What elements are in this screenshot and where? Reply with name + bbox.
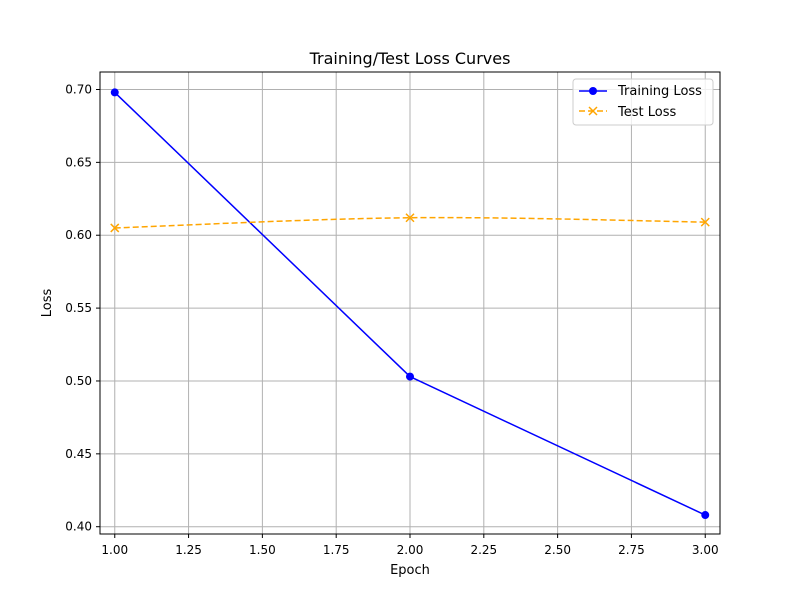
legend-box xyxy=(572,78,714,126)
test-loss-point xyxy=(700,217,710,227)
y-axis-label: Loss xyxy=(40,289,55,318)
training-loss-point xyxy=(110,88,119,97)
legend-training-loss-label: Training Loss xyxy=(617,84,702,99)
legend-training-loss-marker xyxy=(589,87,597,95)
y-axis-ticks: 0.40 0.45 0.50 0.55 0.60 0.65 0.70 xyxy=(65,82,100,534)
x-tick-label: 1.50 xyxy=(249,543,276,557)
legend-test-loss-label: Test Loss xyxy=(617,105,676,120)
x-tick-label: 2.00 xyxy=(397,543,424,557)
test-loss-point xyxy=(405,213,415,223)
y-tick-label: 0.60 xyxy=(65,228,92,242)
x-tick-label: 2.25 xyxy=(470,543,497,557)
x-tick-label: 1.75 xyxy=(323,543,350,557)
chart-title: Training/Test Loss Curves xyxy=(309,49,511,68)
y-tick-label: 0.70 xyxy=(65,82,92,96)
x-tick-label: 1.00 xyxy=(101,543,128,557)
test-loss-point xyxy=(110,223,120,233)
plot-series xyxy=(110,88,710,520)
x-tick-label: 2.50 xyxy=(544,543,571,557)
y-tick-label: 0.45 xyxy=(65,447,92,461)
x-tick-label: 2.75 xyxy=(618,543,645,557)
x-axis-ticks: 1.00 1.25 1.50 1.75 2.00 2.25 2.50 2.75 3.00 xyxy=(101,534,719,557)
legend-test-loss-marker xyxy=(588,106,598,116)
x-axis-label: Epoch xyxy=(390,563,430,578)
grid xyxy=(100,72,720,534)
y-tick-label: 0.50 xyxy=(65,374,92,388)
y-tick-label: 0.55 xyxy=(65,301,92,315)
legend: Training Loss Test Loss xyxy=(572,78,714,126)
training-loss-point xyxy=(406,372,414,381)
y-tick-label: 0.40 xyxy=(65,520,92,534)
y-tick-label: 0.65 xyxy=(65,155,92,169)
x-tick-label: 3.00 xyxy=(692,543,719,557)
training-loss-point xyxy=(701,511,710,520)
x-tick-label: 1.25 xyxy=(175,543,202,557)
